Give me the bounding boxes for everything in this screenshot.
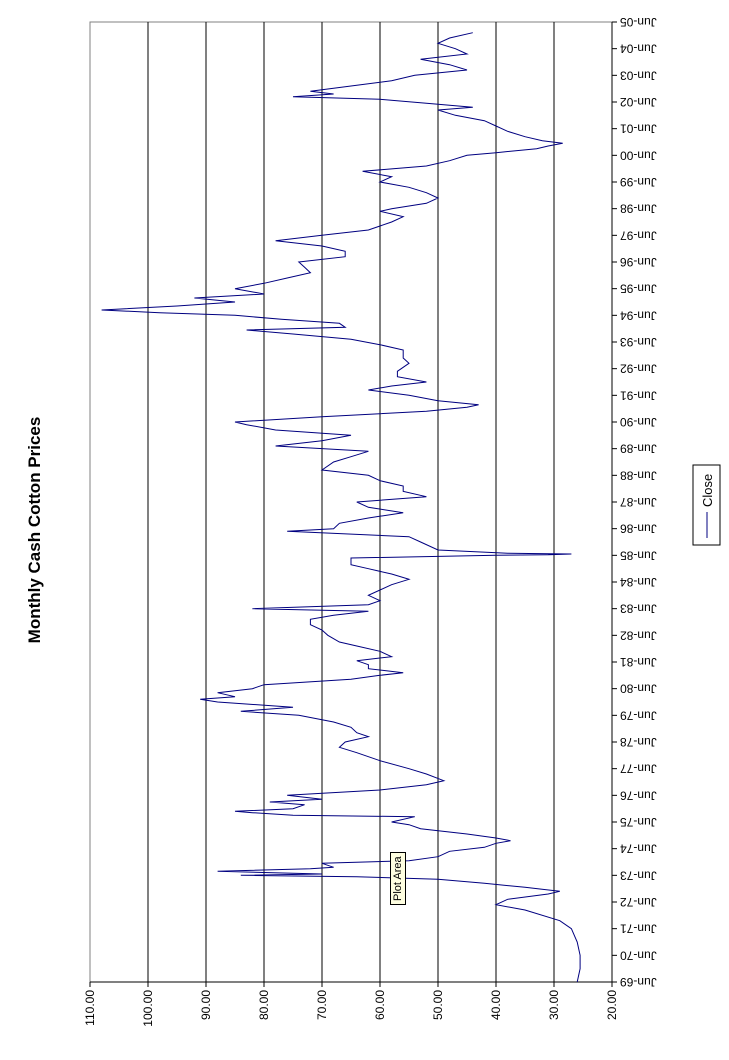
x-tick-label: Jun-94 — [620, 308, 657, 322]
legend: Close — [692, 464, 721, 546]
x-tick-label: Jun-91 — [620, 388, 657, 402]
y-tick-label: 60.00 — [373, 990, 387, 1020]
legend-label: Close — [700, 474, 715, 507]
x-tick-label: Jun-80 — [620, 682, 657, 696]
y-tick-label: 30.00 — [547, 990, 561, 1020]
x-tick-label: Jun-87 — [620, 495, 657, 509]
x-tick-label: Jun-81 — [620, 655, 657, 669]
chart-title: Monthly Cash Cotton Prices — [25, 417, 44, 644]
plot-area[interactable] — [89, 21, 613, 983]
series-line-close — [101, 32, 581, 983]
y-tick-label: 70.00 — [315, 990, 329, 1020]
x-tick-label: Jun-93 — [620, 335, 657, 349]
x-tick-label: Jun-90 — [620, 415, 657, 429]
x-tick-label: Jun-78 — [620, 735, 657, 749]
x-tick-label: Jun-88 — [620, 468, 657, 482]
x-tick-label: Jun-76 — [620, 788, 657, 802]
x-tick-label: Jun-03 — [620, 68, 657, 82]
x-tick-label: Jun-92 — [620, 362, 657, 376]
x-tick-label: Jun-01 — [620, 122, 657, 136]
x-tick-label: Jun-83 — [620, 602, 657, 616]
x-tick-label: Jun-69 — [620, 975, 657, 989]
x-tick-label: Jun-71 — [620, 922, 657, 936]
x-tick-label: Jun-73 — [620, 868, 657, 882]
x-tick-label: Jun-02 — [620, 95, 657, 109]
x-tick-label: Jun-77 — [620, 762, 657, 776]
y-tick-label: 20.00 — [605, 990, 619, 1020]
x-tick-label: Jun-75 — [620, 815, 657, 829]
y-tick-label: 110.00 — [83, 990, 97, 1026]
x-tick-label: Jun-95 — [620, 282, 657, 296]
y-tick-label: 40.00 — [489, 990, 503, 1020]
x-tick-label: Jun-84 — [620, 575, 657, 589]
y-tick-label: 100.00 — [141, 990, 155, 1027]
x-tick-label: Jun-82 — [620, 628, 657, 642]
y-tick-label: 90.00 — [199, 990, 213, 1020]
y-tick-label: 80.00 — [257, 990, 271, 1020]
x-tick-label: Jun-79 — [620, 708, 657, 722]
x-tick-label: Jun-86 — [620, 522, 657, 536]
x-tick-label: Jun-72 — [620, 895, 657, 909]
x-tick-label: Jun-98 — [620, 202, 657, 216]
y-tick-label: 50.00 — [431, 990, 445, 1020]
x-tick-label: Jun-89 — [620, 442, 657, 456]
x-tick-label: Jun-74 — [620, 842, 657, 856]
x-tick-label: Jun-00 — [620, 148, 657, 162]
x-tick-label: Jun-70 — [620, 948, 657, 962]
plot-area-tooltip: Plot Area — [390, 852, 406, 905]
x-tick-label: Jun-04 — [620, 42, 657, 56]
x-tick-label: Jun-99 — [620, 175, 657, 189]
x-tick-label: Jun-05 — [620, 15, 657, 29]
x-tick-label: Jun-96 — [620, 255, 657, 269]
x-tick-label: Jun-97 — [620, 228, 657, 242]
legend-box — [692, 464, 721, 546]
x-tick-label: Jun-85 — [620, 548, 657, 562]
